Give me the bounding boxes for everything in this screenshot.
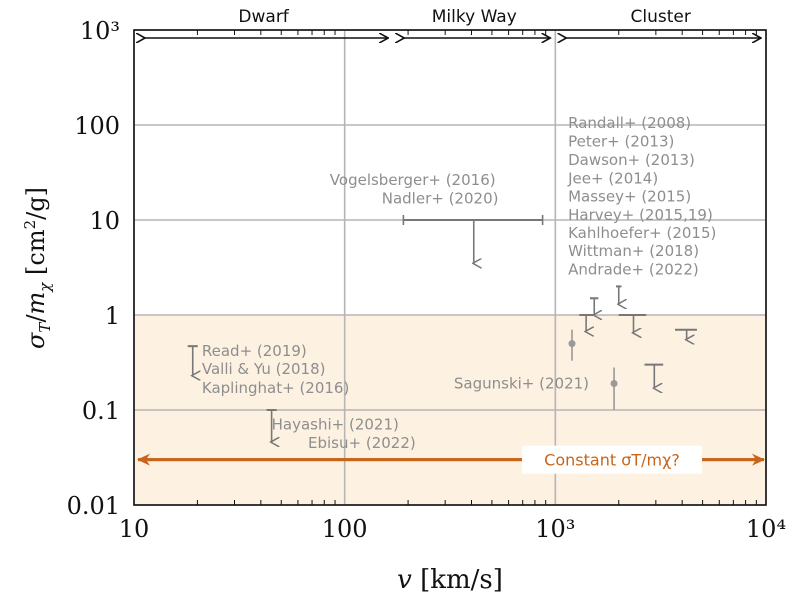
x-tick-label: 100 [322,515,368,543]
region-label: Dwarf [238,7,289,27]
reference-label: Hayashi+ (2021) [272,416,399,434]
reference-label: Valli & Yu (2018) [202,360,326,378]
data-point [610,380,618,388]
y-axis-label: σT/mχ [cm2/g] [21,187,54,349]
reference-label: Kaplinghat+ (2016) [202,379,349,397]
data-point [568,340,576,348]
x-tick-label: 10 [119,515,150,543]
reference-label: Dawson+ (2013) [568,151,695,169]
x-tick-label: 10⁴ [746,515,786,543]
reference-label: Ebisu+ (2022) [308,434,416,452]
region-label: Milky Way [432,7,517,27]
reference-label: Peter+ (2013) [568,133,674,151]
plot-frame [133,29,767,506]
reference-label: Nadler+ (2020) [382,190,499,208]
constant-line-label-bg [522,445,702,474]
y-tick-label: 10 [89,207,120,235]
reference-label: Read+ (2019) [202,342,307,360]
y-tick-label: 0.01 [67,492,120,520]
reference-label: Massey+ (2015) [568,187,691,205]
reference-label: Vogelsberger+ (2016) [330,171,496,189]
reference-label: Harvey+ (2015,19) [568,206,713,224]
reference-label: Wittman+ (2018) [568,242,699,260]
x-axis-label: v [km/s] [397,565,503,595]
reference-label: Sagunski+ (2021) [454,375,589,393]
y-tick-label: 1 [105,302,120,330]
region-label: Cluster [630,7,690,27]
x-tick-label: 10³ [535,515,575,543]
constant-line-label: Constant σT/mχ? [544,451,680,470]
reference-label: Randall+ (2008) [568,114,691,132]
reference-label: Andrade+ (2022) [568,261,699,279]
y-tick-label: 100 [74,112,120,140]
y-tick-label: 0.1 [82,397,120,425]
reference-label: Kahlhoefer+ (2015) [568,224,716,242]
y-tick-label: 10³ [80,17,120,45]
reference-label: Jee+ (2014) [567,169,658,187]
